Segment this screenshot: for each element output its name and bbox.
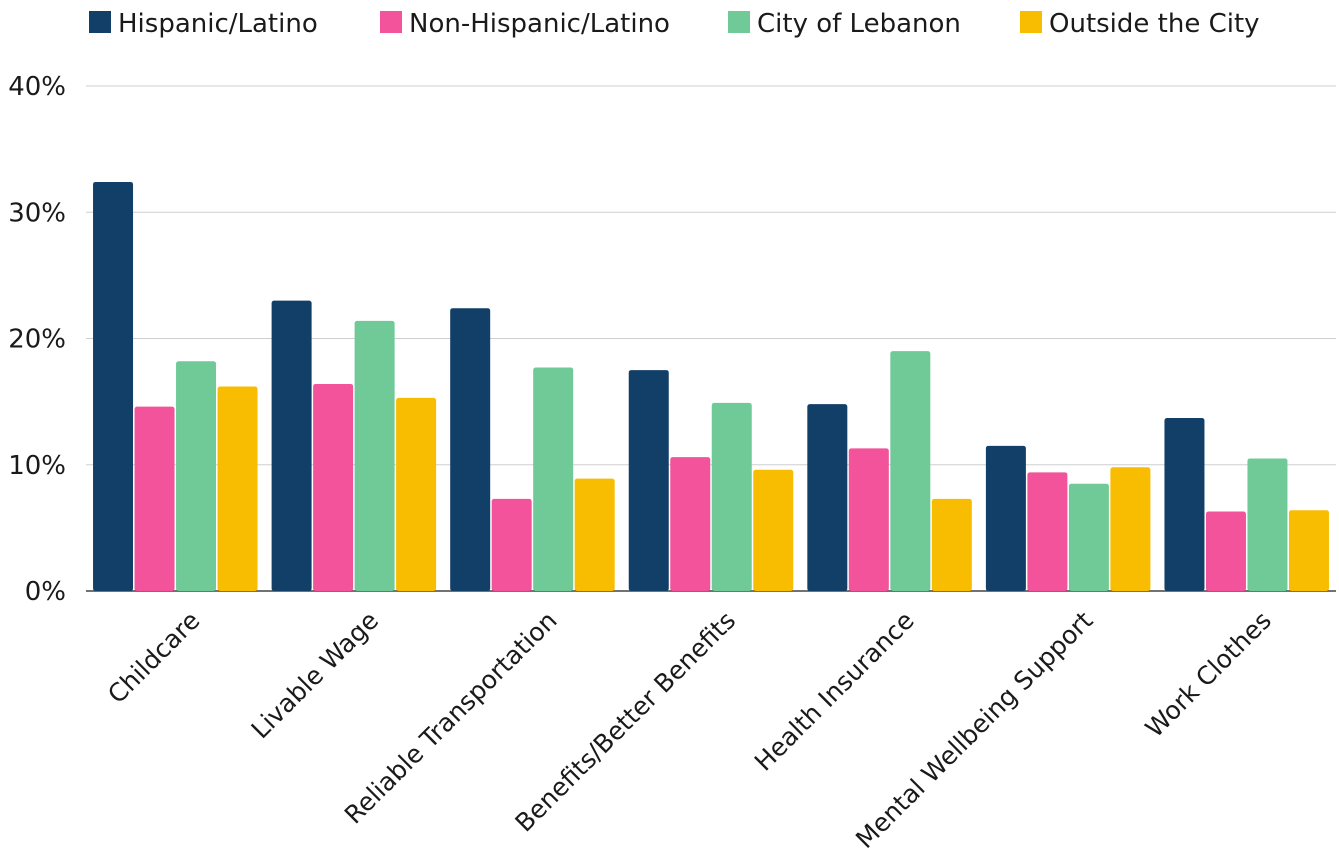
bar <box>354 320 395 591</box>
bar <box>533 367 574 591</box>
bar <box>628 370 669 591</box>
legend-label: Hispanic/Latino <box>118 9 318 39</box>
bar <box>807 404 848 591</box>
legend-swatch <box>1020 11 1042 33</box>
legend-swatch <box>728 11 750 33</box>
x-tick-label: Reliable Transportation <box>339 606 563 830</box>
x-tick-label: Livable Wage <box>246 606 384 744</box>
bar <box>491 498 532 591</box>
bar <box>931 498 972 591</box>
bar <box>711 402 752 591</box>
legend-swatch <box>89 11 111 33</box>
bar <box>450 308 491 591</box>
bar <box>313 383 354 591</box>
bar <box>670 457 711 591</box>
x-tick-label: Work Clothes <box>1140 606 1277 743</box>
bar <box>985 445 1026 591</box>
legend: Hispanic/Latino Non-Hispanic/Latino City o… <box>89 9 1260 39</box>
y-tick-label: 30% <box>8 198 66 228</box>
bar <box>176 361 217 591</box>
bar <box>1164 418 1205 591</box>
legend-label: City of Lebanon <box>757 9 961 39</box>
y-tick-label: 10% <box>8 451 66 481</box>
legend-swatch <box>380 11 402 33</box>
legend-label: Outside the City <box>1049 9 1260 39</box>
bar <box>1247 458 1288 591</box>
bar <box>93 181 134 591</box>
bar <box>134 406 175 591</box>
y-tick-label: 20% <box>8 325 66 355</box>
bar <box>396 397 437 591</box>
bar <box>1027 472 1068 591</box>
bar <box>1068 483 1109 591</box>
x-tick-label: Health Insurance <box>749 606 920 777</box>
legend-label: Non-Hispanic/Latino <box>409 9 670 39</box>
bar <box>217 386 258 591</box>
bar <box>1205 511 1246 591</box>
y-axis: 0% 10% 20% 30% 40% <box>8 72 66 607</box>
bar <box>574 478 615 591</box>
bar <box>271 300 312 591</box>
x-tick-label: Childcare <box>102 606 205 709</box>
bar <box>753 469 794 591</box>
bar <box>890 351 931 591</box>
y-tick-label: 40% <box>8 72 66 102</box>
bar <box>848 448 889 591</box>
y-tick-label: 0% <box>25 577 66 607</box>
bar <box>1110 467 1151 591</box>
bars <box>93 181 1329 591</box>
bar <box>1288 510 1329 591</box>
